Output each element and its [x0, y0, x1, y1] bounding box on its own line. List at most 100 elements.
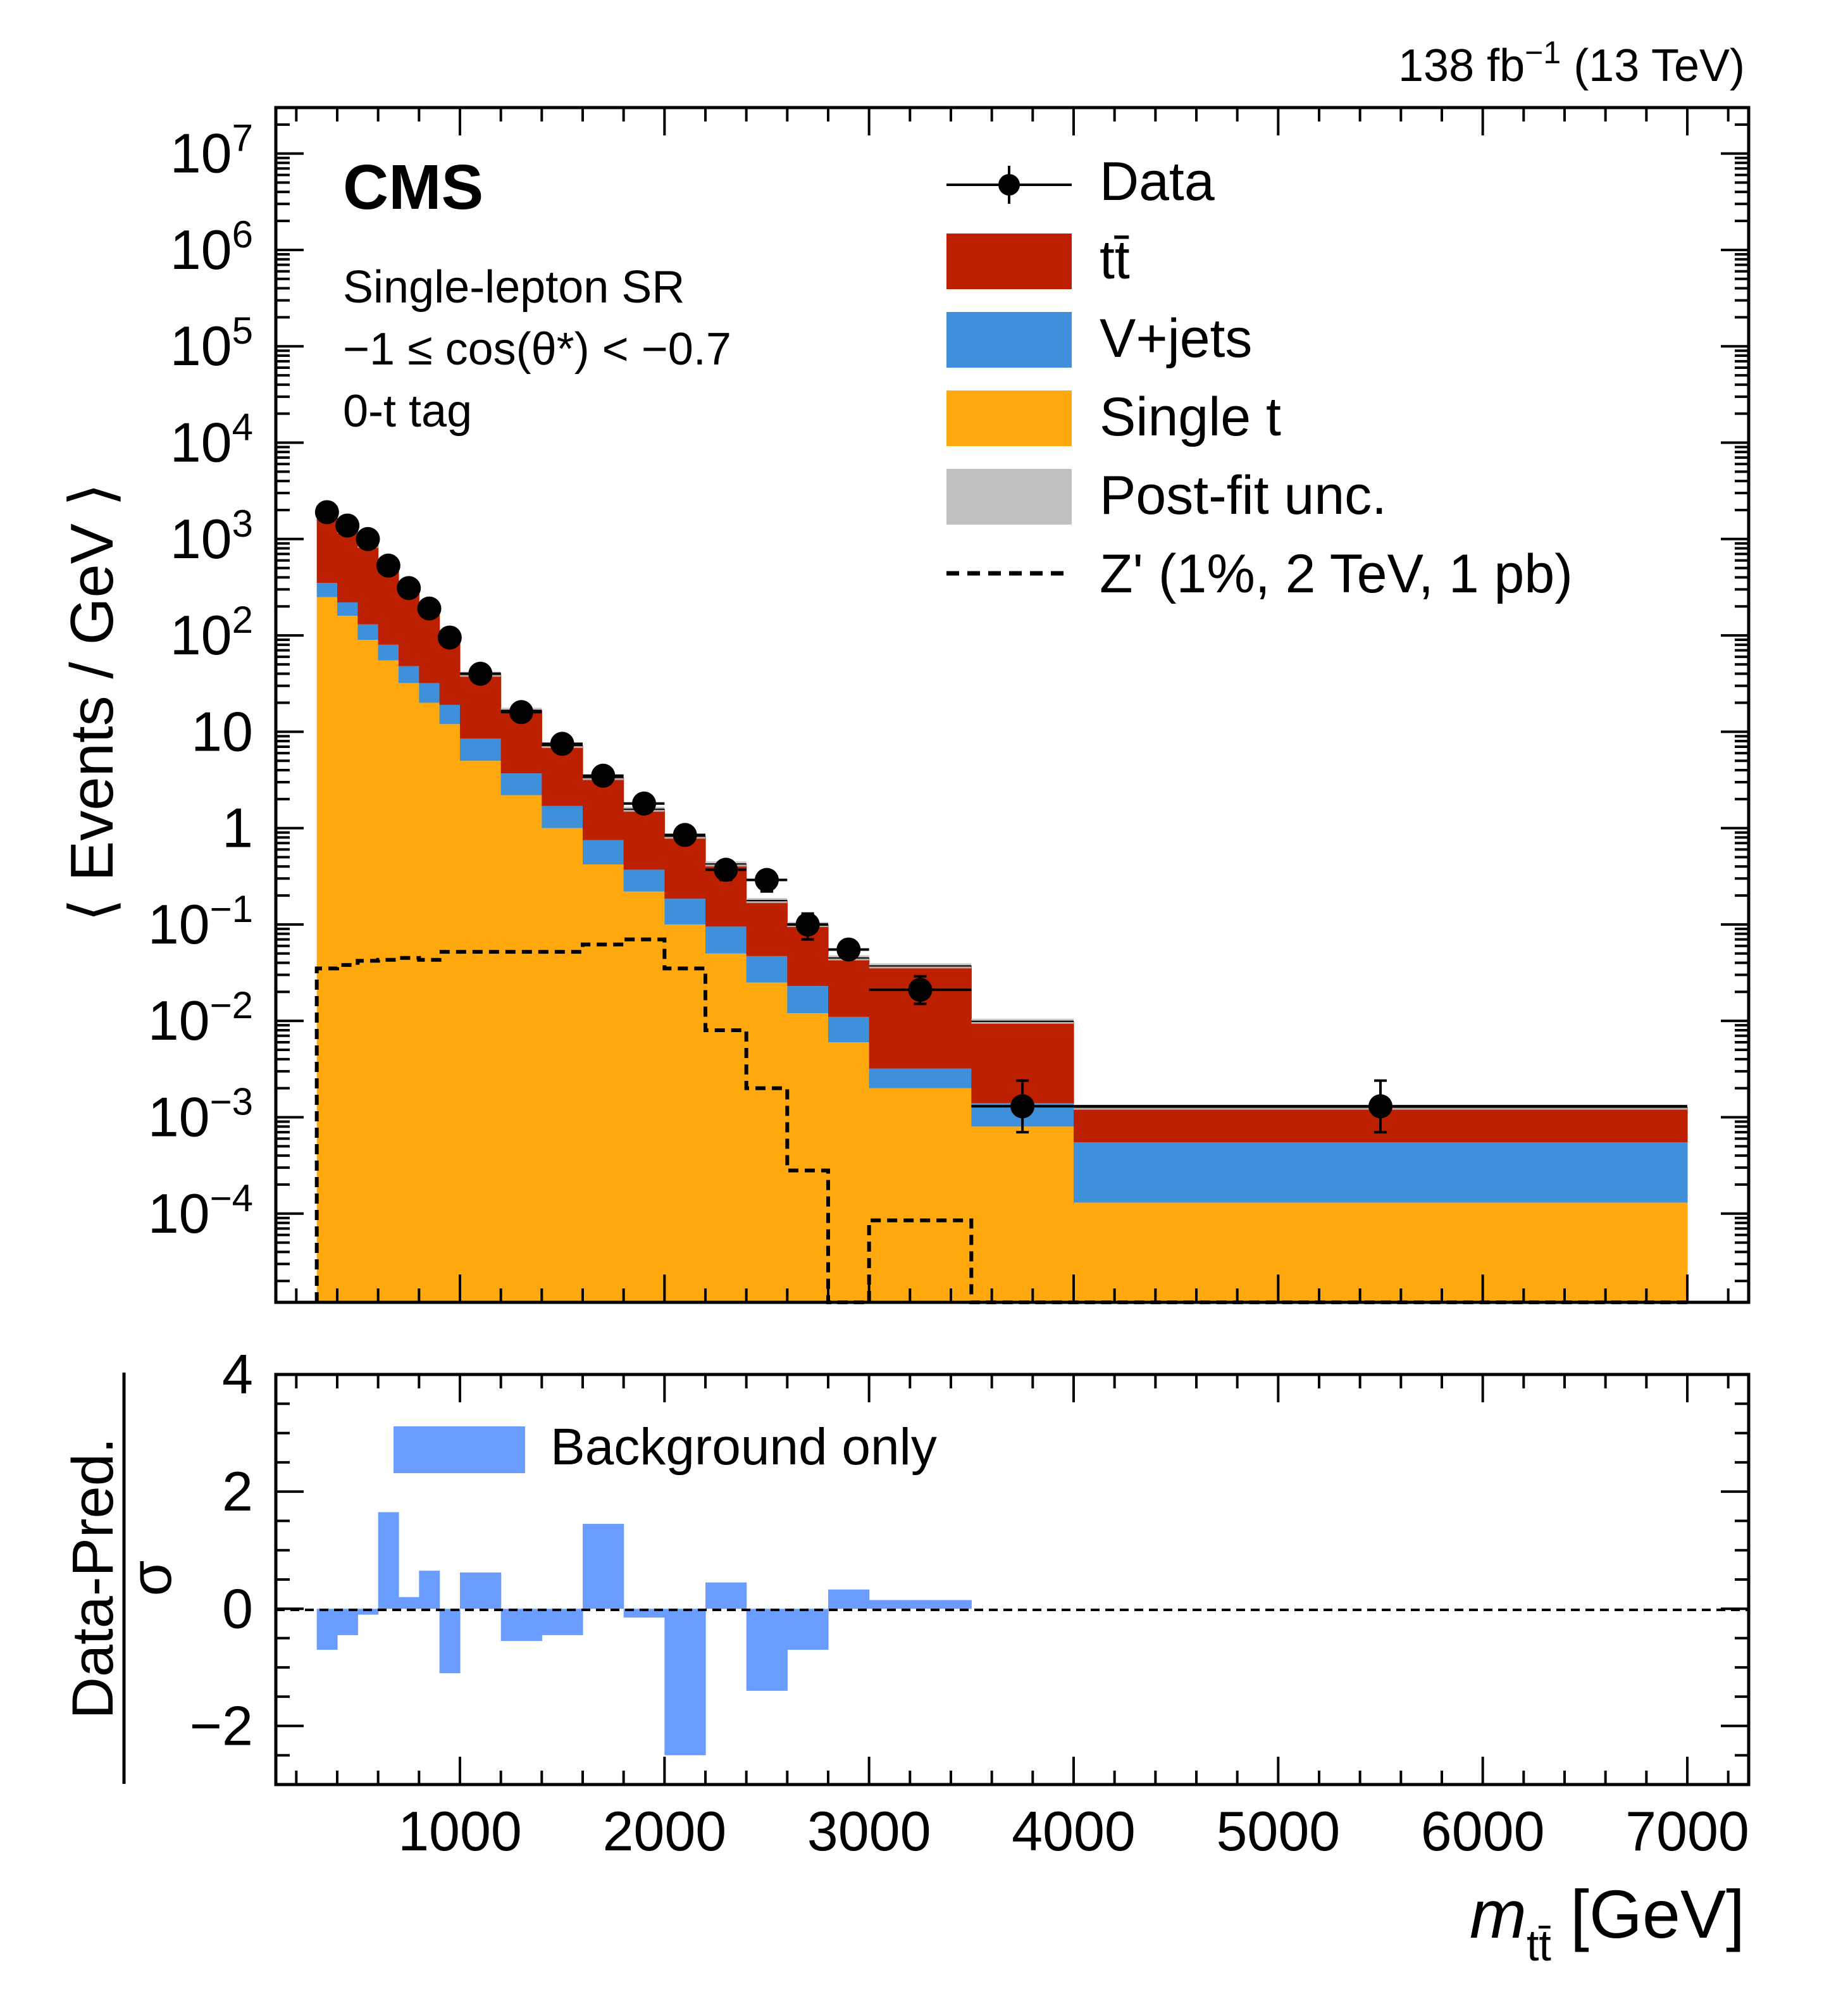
pull-bars — [316, 1512, 972, 1755]
y-tick-label-0: 107 — [170, 117, 253, 185]
hist-tt-bin-1 — [337, 530, 358, 602]
pull-y-tick-labels: 4 2 0 −2 — [190, 1343, 253, 1757]
stacked-histograms — [316, 509, 1688, 1303]
hist-singlet-bin-13 — [705, 953, 747, 1302]
pull-y-tick-label-1: 2 — [222, 1460, 253, 1523]
pull-bar-4 — [399, 1597, 419, 1609]
hist-singlet-bin-11 — [623, 891, 665, 1302]
hist-singlet-bin-16 — [828, 1042, 870, 1302]
pull-y-tick-label-3: −2 — [190, 1694, 253, 1757]
pull-bar-14 — [746, 1609, 788, 1691]
pull-bar-6 — [439, 1609, 461, 1674]
pull-axis-ticks — [276, 1373, 1749, 1786]
data-point-13 — [714, 857, 738, 882]
legend-unc-swatch — [946, 469, 1072, 525]
pull-bar-10 — [583, 1524, 624, 1609]
data-point-9 — [550, 732, 574, 756]
y-tick-label-1: 106 — [170, 213, 253, 281]
hist-vjets-bin-0 — [316, 583, 338, 597]
data-point-5 — [417, 596, 442, 621]
hist-tt-bin-4 — [399, 591, 419, 666]
hist-vjets-bin-13 — [705, 926, 747, 954]
data-points — [314, 500, 1687, 1134]
legend-signal-label: Z' (1%, 2 TeV, 1 pb) — [1100, 544, 1573, 604]
pull-bar-16 — [828, 1589, 870, 1609]
x-tick-label-0: 1000 — [398, 1800, 522, 1862]
pull-bar-17 — [869, 1600, 972, 1609]
hist-tt-bin-11 — [623, 809, 665, 870]
data-point-11 — [632, 791, 656, 816]
x-tick-label-4: 5000 — [1216, 1800, 1340, 1862]
hist-vjets-bin-14 — [746, 956, 788, 983]
hist-vjets-bin-17 — [869, 1068, 972, 1088]
data-point-1 — [335, 513, 360, 538]
hist-tt-bin-14 — [746, 900, 788, 956]
hist-vjets-bin-11 — [623, 869, 665, 892]
y-tick-label-8: 10−1 — [148, 888, 253, 956]
hist-tt-bin-16 — [828, 957, 870, 1017]
pull-bar-15 — [787, 1609, 829, 1650]
hist-singlet-bin-18 — [971, 1126, 1074, 1302]
hist-vjets-bin-12 — [664, 899, 706, 925]
legend-vjets-swatch — [946, 312, 1072, 368]
hist-vjets-bin-3 — [378, 644, 399, 661]
pull-bar-7 — [460, 1572, 502, 1609]
pull-legend-swatch — [394, 1426, 525, 1473]
data-point-14 — [755, 868, 779, 892]
y-tick-label-7: 1 — [222, 797, 253, 859]
hist-tt-bin-6 — [439, 640, 461, 705]
hist-singlet-bin-0 — [316, 597, 338, 1302]
y-tick-label-5: 102 — [170, 599, 253, 666]
pull-bar-13 — [705, 1582, 747, 1609]
pull-bar-5 — [419, 1571, 440, 1609]
legend-ttbar-swatch — [946, 234, 1072, 289]
data-point-3 — [376, 553, 400, 578]
pull-y-tick-label-2: 0 — [222, 1577, 253, 1640]
hist-singlet-bin-2 — [357, 640, 379, 1303]
data-point-10 — [591, 763, 616, 788]
y-tick-label-6: 10 — [191, 700, 253, 763]
pull-y-label-denominator: σ — [119, 1561, 183, 1597]
hist-singlet-bin-19 — [1074, 1202, 1688, 1302]
hist-vjets-bin-15 — [787, 986, 829, 1014]
data-point-18 — [1010, 1094, 1035, 1119]
x-tick-label-1: 2000 — [602, 1800, 726, 1862]
hist-tt-bin-5 — [419, 613, 440, 683]
hist-tt-bin-10 — [583, 777, 624, 840]
hist-singlet-bin-1 — [337, 615, 358, 1302]
data-point-19 — [1368, 1094, 1392, 1119]
hist-tt-bin-3 — [378, 568, 399, 645]
hist-singlet-bin-6 — [439, 724, 461, 1302]
annotation-region: Single-lepton SR — [343, 262, 685, 313]
pull-y-tick-label-0: 4 — [222, 1343, 253, 1405]
y-tick-label-3: 104 — [170, 406, 253, 474]
x-tick-label-2: 3000 — [807, 1800, 931, 1862]
hist-vjets-bin-8 — [500, 773, 542, 795]
hist-vjets-bin-1 — [337, 602, 358, 616]
pull-legend-label: Background only — [550, 1418, 937, 1476]
hist-singlet-bin-15 — [787, 1013, 829, 1302]
x-tick-labels: 1000 2000 3000 4000 5000 6000 7000 — [398, 1800, 1749, 1862]
main-axis-ticks — [276, 106, 1749, 1302]
y-tick-label-10: 10−3 — [148, 1080, 253, 1148]
data-point-0 — [314, 500, 339, 525]
annotation-t-tag: 0-t tag — [343, 386, 472, 437]
x-tick-label-3: 4000 — [1012, 1800, 1136, 1862]
hist-singlet-bin-4 — [399, 683, 419, 1302]
pull-panel: 4 2 0 −2 1000 2000 3000 4000 5000 6000 7000 Backg… — [61, 1343, 1751, 1970]
x-tick-label-5: 6000 — [1421, 1800, 1545, 1862]
x-axis-label: mtt̄ [GeV] — [1470, 1876, 1745, 1970]
hist-singlet-bin-9 — [542, 828, 583, 1302]
pull-bar-9 — [542, 1609, 583, 1635]
lumi-label: 138 fb−1 (13 TeV) — [1398, 35, 1745, 91]
hist-vjets-bin-16 — [828, 1016, 870, 1042]
hist-vjets-bin-10 — [583, 840, 624, 865]
hist-singlet-bin-17 — [869, 1088, 972, 1302]
main-y-axis-label: ⟨ Events / GeV ⟩ — [58, 483, 126, 922]
hist-singlet-bin-3 — [378, 660, 399, 1302]
annotation-cos-theta: −1 ≤ cos(θ*) < −0.7 — [343, 324, 731, 375]
data-point-2 — [356, 527, 380, 551]
main-legend: Data tt̄ V+jets Single t Post-fit unc. Z… — [946, 151, 1573, 604]
